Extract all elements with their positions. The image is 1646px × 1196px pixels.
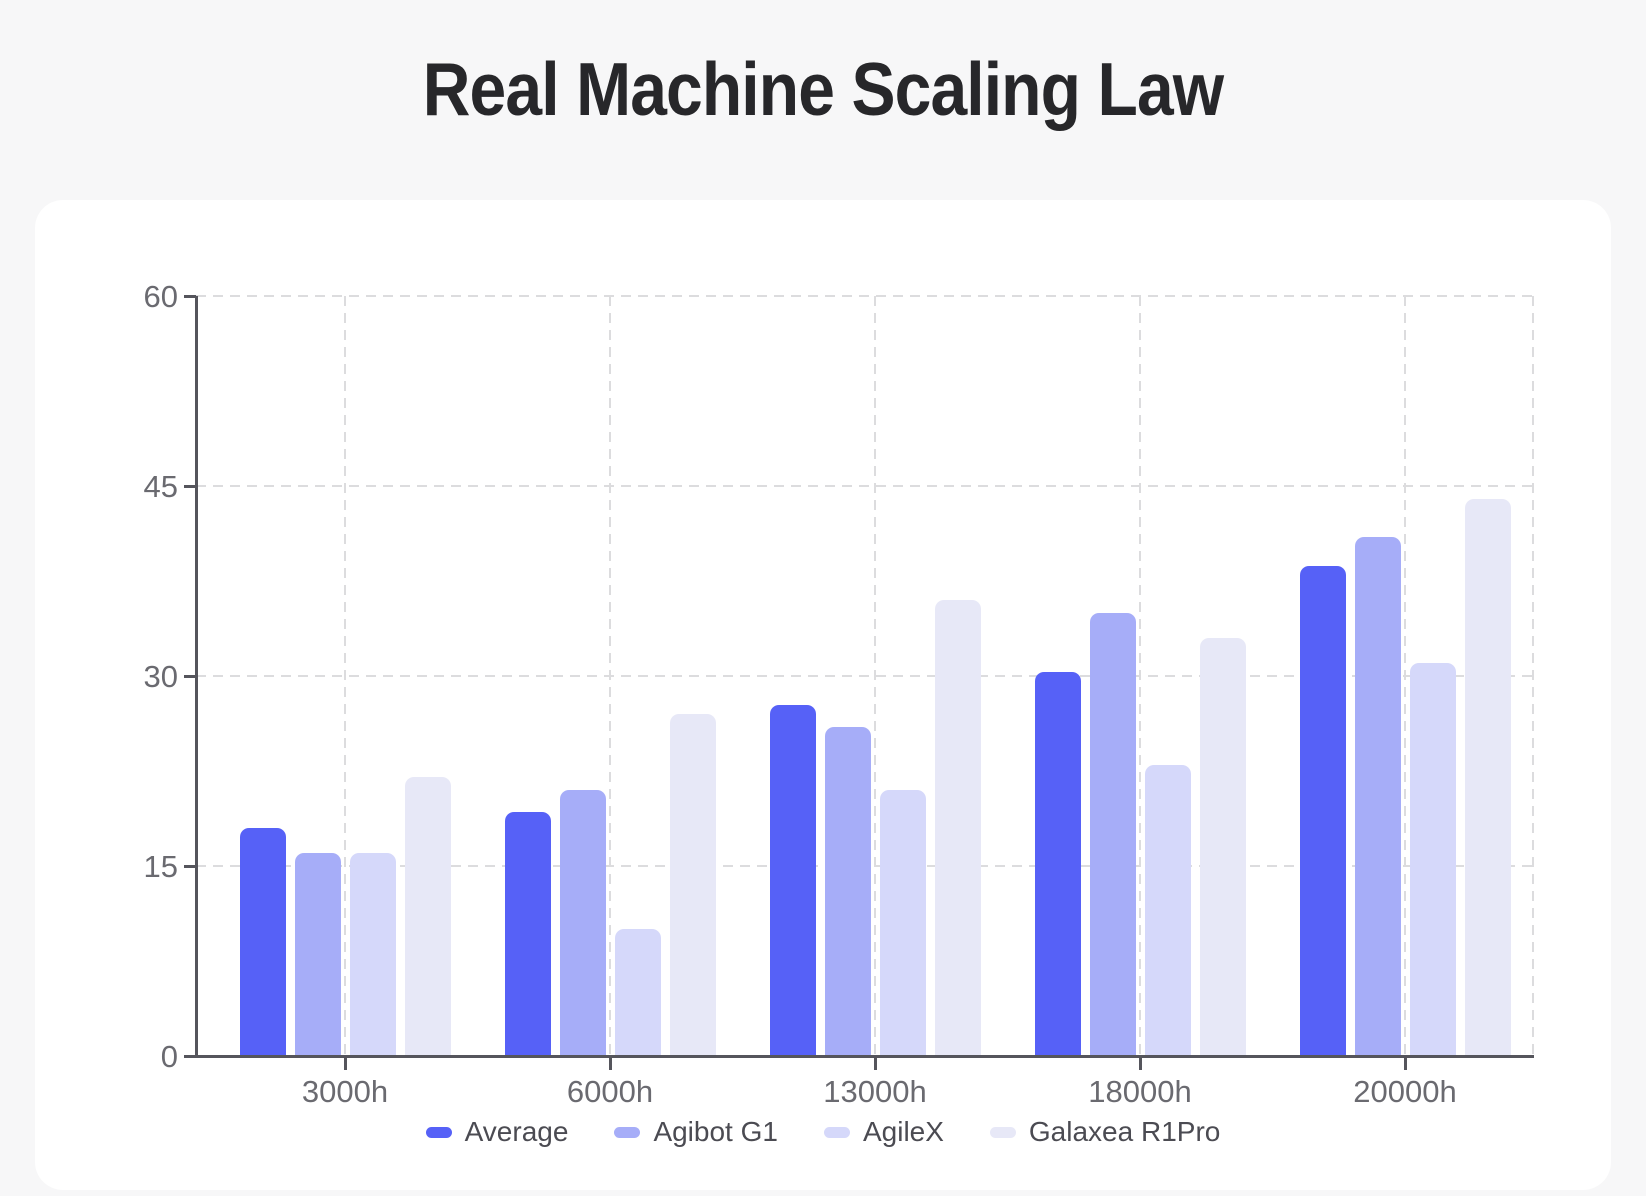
y-tick-label: 30 xyxy=(143,659,178,694)
y-axis-tick xyxy=(184,1055,196,1058)
bar-agibot-g1-3000h xyxy=(294,853,341,1056)
bar-agibot-g1-20000h xyxy=(1354,536,1401,1056)
legend-item-label: Galaxea R1Pro xyxy=(1028,1116,1221,1147)
bar-galaxea-r1pro-20000h xyxy=(1464,498,1511,1056)
x-tick-label: 18000h xyxy=(1088,1074,1192,1109)
bar-galaxea-r1pro-6000h xyxy=(669,714,716,1056)
bar-average-20000h xyxy=(1299,565,1346,1056)
h-gridline-60 xyxy=(196,295,1533,297)
y-tick-label: 15 xyxy=(143,849,178,884)
legend: Average Agibot G1 AgileX Galaxea R1Pro xyxy=(0,1116,1646,1148)
x-tick-label: 13000h xyxy=(823,1074,927,1109)
bar-average-3000h xyxy=(239,828,286,1056)
legend-item-agibot-g1[interactable]: Agibot G1 xyxy=(614,1116,778,1148)
bar-galaxea-r1pro-18000h xyxy=(1199,638,1246,1056)
x-axis-tick xyxy=(1139,1058,1142,1070)
legend-item-label: AgileX xyxy=(862,1116,944,1147)
bar-agilex-6000h xyxy=(614,929,661,1056)
bar-agibot-g1-13000h xyxy=(824,726,871,1056)
x-tick-label: 20000h xyxy=(1353,1074,1457,1109)
x-axis-tick xyxy=(344,1058,347,1070)
v-gridline-right-edge xyxy=(1532,296,1534,1056)
bar-agilex-13000h xyxy=(879,790,926,1056)
bar-average-13000h xyxy=(769,705,816,1056)
v-gridline-20000h xyxy=(1404,296,1406,1056)
bar-agibot-g1-6000h xyxy=(559,790,606,1056)
legend-marker-icon xyxy=(823,1126,850,1138)
legend-marker-icon xyxy=(425,1126,452,1138)
bar-agilex-18000h xyxy=(1144,764,1191,1056)
bar-agibot-g1-18000h xyxy=(1089,612,1136,1056)
h-gridline-30 xyxy=(196,675,1533,677)
x-tick-label: 3000h xyxy=(301,1074,389,1109)
y-axis-tick xyxy=(184,675,196,678)
bar-galaxea-r1pro-3000h xyxy=(404,777,451,1056)
y-axis-tick xyxy=(184,865,196,868)
v-gridline-6000h xyxy=(609,296,611,1056)
y-axis-tick xyxy=(184,295,196,298)
legend-item-galaxea-r1pro[interactable]: Galaxea R1Pro xyxy=(989,1116,1221,1148)
bar-agilex-3000h xyxy=(349,853,396,1056)
legend-item-label: Average xyxy=(464,1116,569,1147)
bar-agilex-20000h xyxy=(1409,663,1456,1056)
bar-average-6000h xyxy=(504,811,551,1056)
legend-item-average[interactable]: Average xyxy=(425,1116,569,1148)
x-axis-tick xyxy=(874,1058,877,1070)
v-gridline-13000h xyxy=(874,296,876,1056)
y-axis xyxy=(195,296,198,1058)
chart-title: Real Machine Scaling Law xyxy=(422,47,1224,131)
legend-marker-icon xyxy=(989,1126,1016,1138)
v-gridline-18000h xyxy=(1139,296,1141,1056)
bar-galaxea-r1pro-13000h xyxy=(934,600,981,1056)
x-axis-tick xyxy=(609,1058,612,1070)
x-axis xyxy=(195,1055,1534,1058)
legend-item-label: Agibot G1 xyxy=(653,1116,778,1147)
y-tick-label: 45 xyxy=(143,469,178,504)
legend-item-agilex[interactable]: AgileX xyxy=(823,1116,944,1148)
v-gridline-3000h xyxy=(344,296,346,1056)
x-tick-label: 6000h xyxy=(566,1074,654,1109)
legend-marker-icon xyxy=(614,1126,641,1138)
h-gridline-45 xyxy=(196,485,1533,487)
bar-average-18000h xyxy=(1034,672,1081,1056)
y-axis-tick xyxy=(184,485,196,488)
y-tick-label: 0 xyxy=(160,1039,178,1074)
y-tick-label: 60 xyxy=(143,279,178,314)
x-axis-tick xyxy=(1404,1058,1407,1070)
